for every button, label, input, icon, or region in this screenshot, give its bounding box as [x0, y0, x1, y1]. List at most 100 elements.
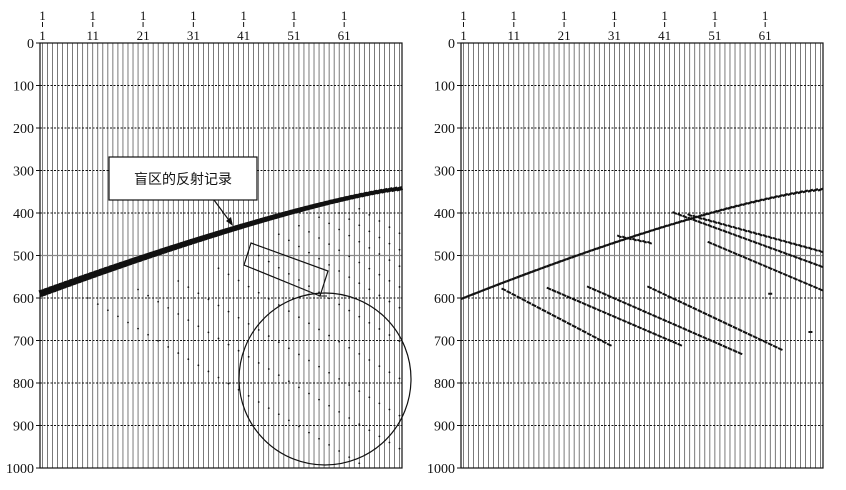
reflection-segment	[772, 247, 778, 252]
reflection-segment	[732, 325, 738, 330]
reflection-dot	[348, 456, 351, 459]
reflection-dot	[358, 207, 361, 210]
reflection-segment	[646, 240, 653, 245]
reflection-dot	[308, 359, 310, 362]
reflection-segment	[631, 323, 638, 328]
reflection-dot	[388, 334, 391, 336]
reflection-dot	[348, 346, 351, 349]
y-tick-label: 800	[13, 377, 34, 392]
reflection-dot	[378, 253, 381, 255]
reflection-dot	[298, 224, 300, 227]
reflection-dot	[328, 222, 330, 225]
first-arrival-mark	[752, 199, 759, 204]
reflection-dot	[388, 408, 391, 411]
first-arrival-mark	[817, 187, 824, 192]
reflection-segment	[702, 217, 708, 222]
reflection-dot	[117, 315, 119, 318]
reflection-segment	[551, 313, 557, 318]
reflection-dot	[207, 370, 210, 373]
first-arrival-mark	[591, 247, 598, 252]
reflection-segment	[817, 249, 824, 254]
first-arrival-wavelet	[88, 270, 97, 279]
reflection-dot	[277, 413, 280, 416]
first-arrival-mark	[782, 192, 789, 197]
top-tick-label: 21	[558, 28, 571, 43]
reflection-segment	[621, 235, 628, 240]
reflection-dot	[368, 396, 371, 399]
reflection-dot	[388, 300, 391, 303]
top-tick-label: 61	[759, 28, 772, 43]
first-arrival-wavelet	[129, 257, 137, 265]
right-reflection-events	[460, 187, 824, 356]
first-arrival-mark	[490, 284, 497, 289]
first-arrival-mark	[792, 191, 799, 196]
reflection-dot	[187, 358, 190, 361]
y-tick-label: 300	[13, 165, 34, 180]
first-arrival-mark	[787, 191, 794, 197]
reflection-dot	[197, 292, 200, 295]
reflection-segment	[692, 214, 698, 219]
first-arrival-wavelet	[78, 274, 87, 283]
top-tick-label: 1	[39, 28, 46, 43]
first-arrival-mark	[762, 197, 769, 202]
reflection-segment	[802, 281, 809, 286]
reflection-dot	[348, 309, 351, 312]
reflection-dot	[358, 423, 361, 426]
reflection-segment	[747, 229, 753, 234]
reflection-segment	[672, 211, 678, 215]
first-arrival-wavelet	[239, 222, 248, 230]
reflection-dot	[177, 280, 180, 282]
reflection-segment	[677, 299, 683, 304]
reflection-segment	[732, 225, 738, 230]
first-arrival-wavelet	[149, 250, 157, 259]
first-arrival-wavelet	[159, 247, 167, 255]
reflection-segment	[767, 235, 773, 240]
y-tick-label: 200	[434, 122, 455, 137]
reflection-dot	[318, 237, 320, 239]
reflection-dot	[207, 331, 210, 334]
first-arrival-wavelet	[234, 223, 243, 231]
first-arrival-mark	[530, 269, 537, 274]
reflection-segment	[727, 323, 733, 328]
reflection-dot	[368, 230, 371, 233]
first-arrival-wavelet	[224, 226, 233, 234]
reflection-dot	[328, 404, 330, 407]
reflection-dot	[348, 276, 351, 278]
first-arrival-mark	[536, 267, 542, 272]
reflection-segment	[596, 289, 602, 294]
reflection-dot	[388, 242, 391, 245]
reflection-segment	[682, 302, 688, 306]
reflection-dot	[298, 245, 300, 248]
reflection-segment	[727, 231, 733, 236]
top-tick-label: 51	[287, 28, 300, 43]
reflection-dot	[247, 355, 250, 358]
reflection-dot	[237, 349, 240, 352]
reflection-segment	[601, 340, 607, 345]
y-tick-label: 600	[13, 292, 34, 307]
first-arrival-mark	[701, 212, 708, 217]
reflection-segment	[742, 228, 748, 233]
first-arrival-mark	[510, 276, 517, 281]
reflection-dot	[348, 384, 351, 386]
reflection-dot	[287, 380, 290, 383]
reflection-segment	[586, 332, 592, 337]
first-arrival-wavelet	[275, 212, 283, 219]
first-arrival-mark	[515, 274, 522, 279]
first-arrival-mark	[807, 188, 814, 193]
reflection-dot	[398, 286, 401, 288]
y-tick-label: 400	[434, 207, 455, 222]
reflection-dot	[398, 414, 401, 417]
reflection-dot	[358, 353, 361, 355]
reflection-segment	[787, 241, 793, 245]
reflection-dot	[358, 315, 361, 318]
reflection-segment	[546, 311, 552, 316]
reflection-segment	[782, 251, 788, 256]
reflection-dot	[287, 239, 290, 242]
y-tick-label: 300	[434, 165, 455, 180]
top-tick-label: 41	[237, 28, 250, 43]
first-arrival-mark	[732, 204, 738, 209]
reflection-dot	[318, 328, 320, 331]
reflection-segment	[692, 331, 698, 336]
first-arrival-wavelet	[260, 216, 268, 224]
